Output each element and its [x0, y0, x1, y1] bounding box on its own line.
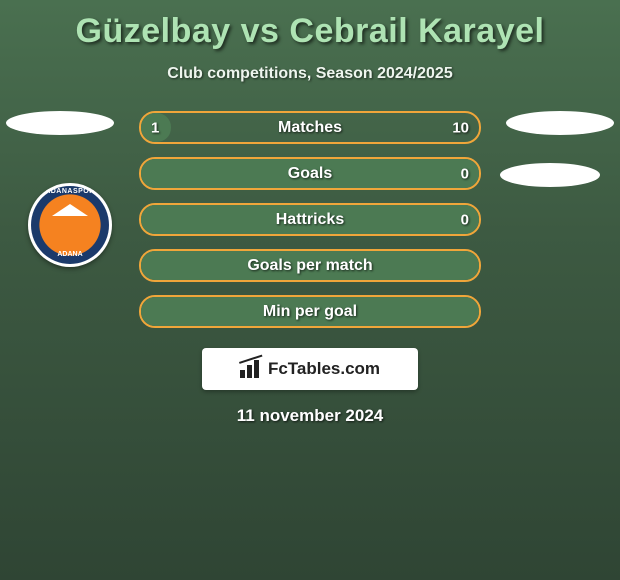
stat-right-value: 0: [461, 165, 469, 182]
stat-label: Goals: [288, 165, 332, 183]
stats-bars: 1 Matches 10 Goals 0 Hattricks 0 Goals per matc…: [139, 111, 481, 328]
date-label: 11 november 2024: [0, 406, 620, 426]
stat-left-value: 1: [151, 119, 159, 136]
club-logo: ADANA: [28, 183, 112, 267]
player-placeholder-right-1: [506, 111, 614, 135]
club-logo-graphic: ADANA: [31, 186, 109, 264]
branding-text: FcTables.com: [268, 359, 380, 379]
stat-label: Min per goal: [263, 303, 357, 321]
stat-right-value: 10: [452, 119, 469, 136]
stat-bar: 1 Matches 10: [139, 111, 481, 144]
player-placeholder-left: [6, 111, 114, 135]
main-content: ADANA 1 Matches 10 Goals 0 Hattricks 0 Goals pe…: [0, 111, 620, 426]
stat-bar: Goals 0: [139, 157, 481, 190]
stat-bar: Goals per match: [139, 249, 481, 282]
branding-badge[interactable]: FcTables.com: [202, 348, 418, 390]
stat-bar: Min per goal: [139, 295, 481, 328]
stat-bar: Hattricks 0: [139, 203, 481, 236]
stat-label: Hattricks: [276, 211, 344, 229]
player-placeholder-right-2: [500, 163, 600, 187]
stat-right-value: 0: [461, 211, 469, 228]
subtitle: Club competitions, Season 2024/2025: [0, 65, 620, 83]
stat-label: Goals per match: [247, 257, 372, 275]
bar-chart-icon: [240, 360, 262, 378]
page-title: Güzelbay vs Cebrail Karayel: [0, 0, 620, 51]
stat-label: Matches: [278, 119, 342, 137]
club-logo-bottom-text: ADANA: [31, 251, 109, 258]
